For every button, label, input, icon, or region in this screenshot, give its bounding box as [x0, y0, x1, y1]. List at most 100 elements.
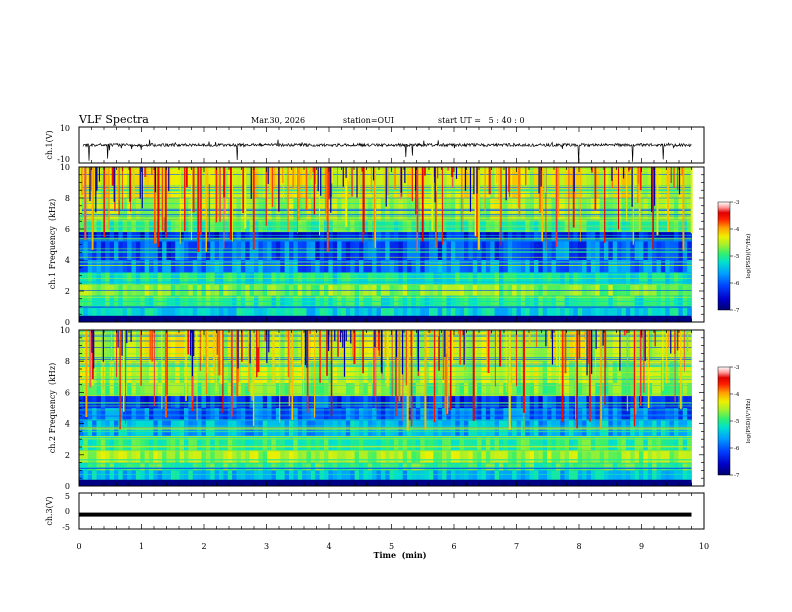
spectrogram-cell: [424, 260, 430, 273]
spectrogram-cell: [503, 450, 509, 463]
spectrogram-cell: [608, 470, 614, 483]
spectrogram-cell: [643, 241, 649, 260]
spectrogram-cell: [503, 383, 509, 396]
spectrogram-cell: [398, 260, 404, 273]
spectrogram-cell: [359, 167, 364, 198]
spectrogram-cell: [144, 219, 150, 233]
sferic-streak: [441, 167, 443, 245]
spectrogram-cell: [437, 308, 443, 319]
spectrogram-cell: [289, 219, 294, 233]
spectrogram-cell: [595, 395, 601, 408]
spectrogram-cell: [345, 395, 351, 408]
spectrogram-cell: [472, 232, 478, 242]
spectrogram-cell: [109, 241, 115, 260]
spectrogram-cell: [512, 241, 517, 260]
sferic-streak: [186, 167, 188, 188]
spectrogram-cell: [345, 470, 351, 483]
spectrogram-cell: [105, 450, 111, 463]
station-label: station=OUI: [343, 116, 394, 125]
spectrogram-cell: [105, 395, 111, 408]
spectrogram-cell: [157, 470, 163, 483]
sferic-streak: [271, 167, 274, 207]
spectrogram-cell: [647, 383, 653, 396]
spectrogram-cell: [446, 462, 452, 471]
sferic-streak: [129, 167, 131, 202]
spectrogram-cell: [262, 308, 268, 319]
spectrogram-cell: [481, 395, 487, 408]
spectrogram-cell: [254, 232, 259, 242]
spectrogram-cell: [612, 241, 618, 260]
spectrogram-cell: [135, 462, 141, 471]
spectrogram-line: [79, 200, 692, 202]
spectrogram-cell: [280, 462, 286, 471]
spectrogram-cell: [660, 395, 666, 408]
spectrogram-cell: [608, 167, 614, 198]
spectrogram-cell: [411, 395, 417, 408]
spectrogram-cell: [499, 462, 504, 471]
spectrogram-cell: [525, 395, 531, 408]
spectrogram-cell: [254, 462, 259, 471]
spectrogram-cell: [184, 260, 189, 273]
spectrogram-cell: [674, 408, 679, 421]
spectrogram-cell: [582, 408, 587, 421]
spectrogram-cell: [573, 219, 579, 233]
spectrogram-cell: [551, 308, 557, 319]
spectrogram-cell: [359, 462, 364, 471]
spectrogram-cell: [363, 462, 369, 471]
sferic-streak: [362, 330, 364, 374]
dark-streak: [304, 330, 307, 365]
sferic-streak: [528, 330, 531, 346]
spectrogram-cell: [595, 260, 601, 273]
spectrogram-cell: [643, 395, 649, 408]
sferic-streak: [236, 330, 239, 397]
spectrogram-cell: [389, 462, 395, 471]
spectrogram-cell: [660, 232, 666, 242]
spectrogram-line: [79, 305, 692, 306]
spectrogram-cell: [555, 219, 561, 233]
spectrogram-cell: [223, 308, 229, 319]
spectrogram-cell: [179, 408, 185, 421]
spectrogram-cell: [512, 383, 517, 396]
dark-streak: [464, 167, 467, 191]
spectrogram-cell: [179, 383, 185, 396]
spectrogram-cell: [551, 167, 557, 198]
sferic-streak: [437, 167, 439, 179]
sferic-streak: [302, 330, 304, 380]
spectrogram-cell: [223, 450, 229, 463]
spectrogram-line: [79, 419, 692, 421]
spectrogram-cell: [643, 167, 649, 198]
spectrogram-cell: [674, 308, 679, 319]
sferic-streak: [541, 167, 544, 242]
spectrogram-cell: [100, 219, 106, 233]
spectrogram-cell: [617, 383, 622, 396]
sferic-streak: [279, 330, 281, 423]
dark-streak: [434, 167, 436, 203]
spectrogram-cell: [643, 260, 649, 273]
spectrogram-cell: [424, 436, 430, 451]
spectrogram-cell: [503, 470, 509, 483]
spectrogram-cell: [87, 436, 93, 451]
spectrogram-cell: [363, 436, 369, 451]
spectrogram-cell: [569, 395, 574, 408]
spectrogram-cell: [79, 450, 84, 463]
spectrogram-cell: [240, 408, 246, 421]
frequency-tick-label: 10: [60, 326, 70, 335]
spectrogram-cell: [512, 232, 517, 242]
spectrogram-cell: [372, 308, 377, 319]
spectrogram-cell: [214, 167, 220, 198]
sferic-streak: [201, 330, 204, 364]
spectrogram-cell: [232, 462, 237, 471]
spectrogram-cell: [149, 462, 154, 471]
spectrogram-line: [79, 240, 692, 242]
spectrogram-cell: [293, 450, 299, 463]
spectrogram-cell: [503, 408, 509, 421]
sferic-streak: [223, 167, 225, 249]
spectrogram-cell: [494, 450, 500, 463]
spectrogram-cell: [127, 232, 132, 242]
spectrogram-cell: [389, 436, 395, 451]
spectrogram-cell: [656, 219, 662, 233]
spectrogram-cell: [302, 167, 307, 198]
spectrogram-cell: [271, 383, 277, 396]
spectrogram-cell: [450, 260, 456, 273]
spectrogram-cell: [350, 462, 356, 471]
